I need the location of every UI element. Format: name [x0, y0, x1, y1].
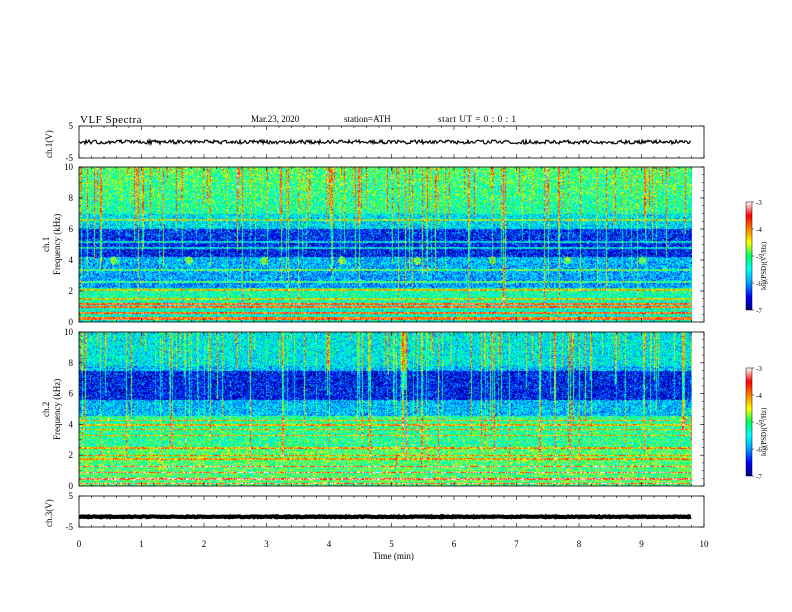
ch2-spectrogram-ytick-label: 6: [69, 389, 74, 399]
ch1-spectrogram-ytick-label: 10: [64, 162, 74, 172]
ch1-spectrogram-ytick-label: 6: [69, 224, 74, 234]
ch2-spectrogram-colorbar: [745, 367, 753, 477]
x-tick-label: 3: [264, 539, 269, 549]
x-tick-label: 2: [202, 539, 207, 549]
ch3-waveform-frame: [78, 495, 705, 528]
ch2-spectrogram-ylabel: ch.2 Frequency (kHz): [41, 379, 63, 440]
ch2-spectrogram-ytick-label: 4: [69, 419, 74, 429]
x-tick-label: 5: [389, 539, 394, 549]
ch1-colorbar-label: log(PSD)(V²/Hz): [760, 241, 768, 290]
x-tick-label: 8: [577, 539, 582, 549]
ch1-spectrogram-colorbar-tick-label: -5: [756, 253, 762, 261]
x-tick-label: 10: [700, 539, 710, 549]
ch1-spectrogram-colorbar-tick-label: -3: [756, 199, 762, 207]
ch2-spectrogram-colorbar-tick-label: -7: [756, 473, 762, 481]
ch1-label: ch.1: [41, 236, 51, 253]
ch2-spectrogram-colorbar-tick-label: -3: [756, 365, 762, 373]
date-label: Mar.23, 2020: [251, 114, 300, 124]
ch2-spectrogram-image: [79, 332, 692, 486]
x-axis-label: Time (min): [373, 551, 414, 561]
ch1-waveform-ytick-label: 5: [69, 121, 74, 131]
figure-title: VLF Spectra: [80, 114, 143, 126]
x-tick-label: 1: [139, 539, 144, 549]
x-tick-label: 4: [327, 539, 332, 549]
ch3-waveform-ytick-label: -5: [66, 522, 74, 532]
ch1-waveform-trace: [78, 137, 692, 147]
ch1-spectrogram-colorbar-tick-label: -4: [756, 226, 762, 234]
ch1-spectrogram-ytick-label: 0: [69, 317, 74, 327]
ch1-waveform-ytick-label: -5: [66, 153, 74, 163]
ch2-spectrogram-colorbar-tick-label: -5: [756, 419, 762, 427]
ch1-spectrogram-ytick-label: 2: [69, 286, 74, 296]
ch1-spectrogram-ytick-label: 8: [69, 193, 74, 203]
x-tick-label: 6: [452, 539, 457, 549]
ch2-frequency-label: Frequency (kHz): [52, 378, 62, 440]
ch2-spectrogram-colorbar-tick-label: -4: [756, 392, 762, 400]
ch2-label: ch.2: [41, 401, 51, 418]
ch1-spectrogram-ylabel: ch.1 Frequency (kHz): [41, 214, 63, 275]
ch2-colorbar-label: log(PSD)(V²/Hz): [760, 407, 768, 456]
ch1-waveform-ylabel: ch.1(V): [44, 130, 54, 158]
ch1-spectrogram-colorbar-tick-label: -7: [756, 307, 762, 315]
ch2-spectrogram-ytick-label: 8: [69, 358, 74, 368]
ch3-waveform-trace: [79, 513, 692, 520]
ch1-spectrogram-image: [79, 167, 692, 322]
ch2-spectrogram-ytick-label: 10: [64, 327, 74, 337]
ch3-waveform-ylabel: ch.3(V): [44, 499, 54, 527]
ch2-spectrogram-colorbar-tick-label: -6: [756, 446, 762, 454]
ch3-waveform-ytick-label: 5: [69, 491, 74, 501]
ch1-spectrogram-colorbar-tick-label: -6: [756, 280, 762, 288]
x-tick-label: 9: [639, 539, 644, 549]
ch1-spectrogram-ytick-label: 4: [69, 255, 74, 265]
station-label: station=ATH: [344, 114, 391, 124]
ch2-spectrogram-ytick-label: 0: [69, 481, 74, 491]
x-tick-label: 7: [514, 539, 519, 549]
start-time-label: start UT = 0 : 0 : 1: [438, 114, 517, 124]
ch1-spectrogram-colorbar: [745, 201, 753, 311]
x-tick-label: 0: [77, 539, 82, 549]
ch2-spectrogram-ytick-label: 2: [69, 450, 74, 460]
ch1-frequency-label: Frequency (kHz): [52, 213, 62, 275]
